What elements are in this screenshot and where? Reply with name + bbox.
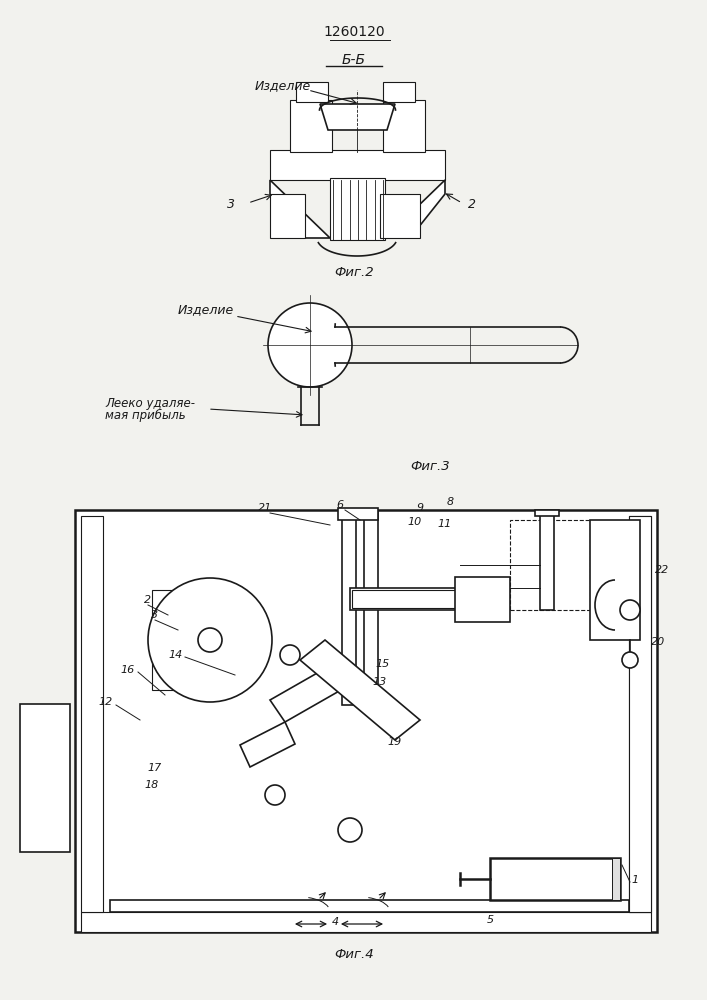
Text: 4: 4 [332,917,339,927]
Bar [152,590,178,690]
Bar [110,900,629,912]
Bar [383,100,425,152]
Bar [296,82,328,102]
Bar [81,912,651,932]
Bar [383,82,415,102]
Bar [455,577,510,622]
Bar [296,82,328,102]
Text: Фиг.4: Фиг.4 [334,948,374,962]
Bar [352,590,458,608]
Text: Б-Б: Б-Б [342,53,366,67]
Text: 12: 12 [99,697,113,707]
Text: Лееко удаляе-: Лееко удаляе- [105,396,195,410]
Bar [290,100,332,152]
Bar [490,858,620,900]
Text: 1260120: 1260120 [323,25,385,39]
Polygon shape [385,180,445,238]
Bar [270,150,445,180]
Text: 3: 3 [151,610,158,620]
Circle shape [265,785,285,805]
Polygon shape [270,180,330,238]
Text: 20: 20 [651,637,665,647]
Bar [510,520,590,610]
Text: Фиг.3: Фиг.3 [410,460,450,474]
Bar [364,512,378,705]
Text: 2: 2 [468,198,476,212]
Circle shape [620,600,640,620]
Text: Фиг.2: Фиг.2 [334,265,374,278]
Circle shape [338,818,362,842]
Bar [383,82,415,102]
Text: 18: 18 [145,780,159,790]
Bar [629,516,651,912]
Text: 14: 14 [169,650,183,660]
Bar [629,516,651,912]
Bar [540,512,554,610]
Text: 21: 21 [258,503,272,513]
Bar [81,516,103,912]
Bar [270,194,305,238]
Text: 17: 17 [148,763,162,773]
Text: Изделие: Изделие [178,304,234,316]
Text: 2: 2 [144,595,151,605]
Text: 11: 11 [438,519,452,529]
Bar [629,516,651,912]
Polygon shape [270,660,355,722]
Bar [380,194,420,238]
Circle shape [198,628,222,652]
Circle shape [622,652,638,668]
Bar [380,194,420,238]
Bar [352,590,458,608]
Text: Изделие: Изделие [255,80,311,93]
Polygon shape [320,104,395,130]
Text: 9: 9 [416,503,423,513]
Circle shape [280,645,300,665]
Bar [270,194,305,238]
Circle shape [268,303,352,387]
Bar [590,520,640,640]
Text: 3: 3 [227,198,235,212]
Circle shape [148,578,272,702]
Text: 8: 8 [446,497,454,507]
Text: 15: 15 [376,659,390,669]
Text: 5: 5 [486,915,493,925]
Bar [535,510,559,516]
Text: 13: 13 [373,677,387,687]
Bar [75,510,657,932]
Bar [629,516,651,912]
Text: 1: 1 [631,875,638,885]
Text: 10: 10 [408,517,422,527]
Bar [330,178,385,240]
Text: 19: 19 [388,737,402,747]
Polygon shape [300,640,420,740]
Bar [338,508,378,520]
Bar [270,150,445,180]
Bar [81,516,103,912]
Bar [20,704,70,852]
Polygon shape [240,722,295,767]
Bar [342,512,356,705]
Bar [350,588,460,610]
Text: мая прибыль: мая прибыль [105,408,186,422]
Bar [81,912,651,932]
Bar [383,100,425,152]
Text: 16: 16 [121,665,135,675]
Text: 22: 22 [655,565,669,575]
Bar [330,178,385,240]
Bar [152,590,178,690]
Bar [612,858,620,900]
Bar [290,100,332,152]
Text: 6: 6 [337,500,344,510]
